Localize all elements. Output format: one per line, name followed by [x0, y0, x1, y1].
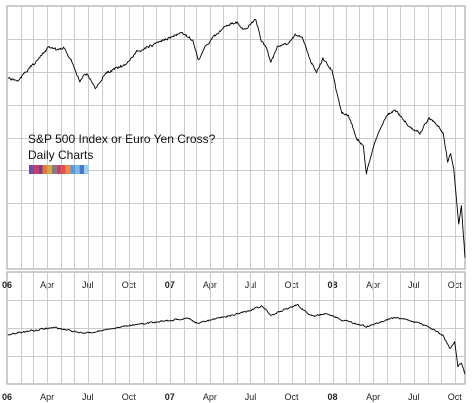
x-tick-label-0: 06 — [2, 392, 12, 402]
lower-series-line — [7, 304, 466, 375]
legend-swatch-3 — [42, 165, 48, 174]
legend-swatch-2 — [38, 165, 43, 174]
x-tick-label-1: Apr — [40, 392, 54, 402]
x-tick-label-5: Apr — [203, 392, 217, 402]
legend-swatch-6 — [56, 165, 62, 174]
legend-swatch-7 — [61, 165, 66, 174]
upper-panel-grid — [7, 6, 465, 269]
legend-swatch-9 — [70, 165, 75, 174]
x-tick-label-10: Jul — [408, 280, 420, 290]
x-tick-label-3: Oct — [122, 280, 137, 290]
lower-x-axis-labels: 06 Apr Jul Oct 07 Apr Jul Oct 08 Apr Jul Oct — [2, 392, 462, 402]
legend-swatch-4 — [47, 165, 52, 174]
x-tick-label-4: 07 — [165, 392, 175, 402]
x-tick-label-4: 07 — [165, 280, 175, 290]
x-tick-label-11: Oct — [448, 392, 463, 402]
x-tick-label-5: Apr — [203, 280, 217, 290]
x-tick-label-2: Jul — [82, 392, 94, 402]
legend-swatch-0 — [29, 165, 34, 174]
upper-panel-frame — [6, 5, 466, 270]
legend-swatch-1 — [33, 165, 39, 174]
chart-subtitle: Daily Charts — [28, 148, 93, 162]
x-tick-label-8: 08 — [328, 392, 338, 402]
legend-swatch-11 — [79, 165, 85, 174]
x-tick-label-8: 08 — [328, 280, 338, 290]
legend-swatch-strip — [29, 165, 89, 174]
x-tick-label-7: Oct — [285, 280, 300, 290]
legend-swatch-10 — [75, 165, 80, 174]
legend-swatch-8 — [65, 165, 71, 174]
x-tick-label-7: Oct — [285, 392, 300, 402]
lower-price-panel: 06 Apr Jul Oct 07 Apr Jul Oct 08 Apr Jul Oct — [2, 271, 466, 402]
x-tick-label-6: Jul — [245, 392, 257, 402]
chart-title: S&P 500 Index or Euro Yen Cross? — [28, 132, 216, 146]
x-tick-label-9: Apr — [366, 392, 380, 402]
lower-panel-grid — [7, 272, 465, 384]
upper-series-line — [7, 19, 466, 259]
x-tick-label-2: Jul — [82, 280, 94, 290]
x-tick-label-3: Oct — [122, 392, 137, 402]
x-tick-label-11: Oct — [448, 280, 463, 290]
x-tick-label-10: Jul — [408, 392, 420, 402]
legend-swatch-12 — [84, 165, 89, 174]
legend-swatch-5 — [52, 165, 57, 174]
